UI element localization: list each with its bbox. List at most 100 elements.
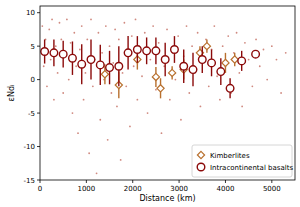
x-tick xyxy=(179,180,180,183)
point xyxy=(57,72,59,74)
point xyxy=(174,79,176,81)
point xyxy=(77,132,79,134)
point xyxy=(59,22,61,24)
point xyxy=(141,75,143,77)
point xyxy=(285,52,287,54)
point xyxy=(213,25,215,27)
point xyxy=(101,71,108,78)
point xyxy=(70,42,72,44)
point xyxy=(200,105,202,107)
point xyxy=(59,50,67,58)
point xyxy=(198,56,206,64)
point xyxy=(72,112,74,114)
chart: 010002000300040005000-15-10-50510Distanc… xyxy=(0,0,300,207)
x-tick xyxy=(271,180,272,183)
point xyxy=(231,56,238,63)
point xyxy=(123,22,125,24)
x-tick-label: 3000 xyxy=(170,185,188,193)
point xyxy=(116,105,118,107)
point xyxy=(135,18,137,20)
point xyxy=(143,47,151,55)
point xyxy=(208,85,210,87)
point xyxy=(166,29,168,31)
point xyxy=(87,56,95,64)
point xyxy=(122,72,124,74)
point xyxy=(90,18,92,20)
point xyxy=(158,42,160,44)
y-tick-label: -15 xyxy=(24,177,35,185)
point xyxy=(73,32,75,34)
point xyxy=(177,35,179,37)
point xyxy=(66,18,68,20)
point xyxy=(99,119,101,121)
point xyxy=(96,172,98,174)
point xyxy=(147,112,149,114)
point xyxy=(238,57,246,65)
point xyxy=(55,45,57,47)
y-tick-label: -5 xyxy=(28,110,35,118)
point xyxy=(75,65,77,67)
point xyxy=(129,126,131,128)
point xyxy=(217,68,225,76)
x-tick xyxy=(86,180,87,183)
point xyxy=(252,50,260,58)
x-tick-label: 0 xyxy=(38,185,42,193)
x-tick-label: 1000 xyxy=(77,185,95,193)
point xyxy=(115,62,123,70)
y-tick-label: -10 xyxy=(24,143,35,151)
y-tick-label: 10 xyxy=(26,9,35,17)
point xyxy=(79,49,81,51)
x-axis-label: Distance (km) xyxy=(139,194,195,203)
point xyxy=(180,62,188,70)
point xyxy=(169,99,171,101)
point xyxy=(186,25,188,27)
point xyxy=(69,54,77,62)
point xyxy=(155,89,157,91)
point xyxy=(144,32,146,34)
point xyxy=(136,99,138,101)
point xyxy=(41,25,43,27)
point xyxy=(111,92,113,94)
point xyxy=(180,119,182,121)
point xyxy=(271,45,273,47)
point xyxy=(189,66,197,74)
point xyxy=(169,69,176,76)
point xyxy=(236,32,238,34)
point xyxy=(222,59,229,66)
legend xyxy=(192,145,292,177)
x-tick-label: 2000 xyxy=(124,185,142,193)
x-tick-label: 4000 xyxy=(217,185,235,193)
point xyxy=(208,59,216,67)
point xyxy=(118,39,120,41)
point xyxy=(161,132,163,134)
point xyxy=(216,75,218,77)
y-tick xyxy=(37,12,40,13)
point xyxy=(133,65,135,67)
point xyxy=(157,85,164,92)
y-tick xyxy=(37,46,40,47)
point xyxy=(62,92,64,94)
point xyxy=(53,99,55,101)
point xyxy=(106,64,114,72)
point xyxy=(276,59,278,61)
point xyxy=(96,61,104,69)
point xyxy=(98,32,100,34)
point xyxy=(259,65,261,67)
point xyxy=(51,18,53,20)
point xyxy=(152,47,160,55)
point xyxy=(120,159,122,161)
frame xyxy=(40,6,295,180)
point xyxy=(92,85,94,87)
point xyxy=(248,59,250,61)
point xyxy=(197,32,199,34)
point xyxy=(48,29,50,31)
point xyxy=(109,45,111,47)
point xyxy=(280,92,282,94)
point xyxy=(86,39,88,41)
x-tick xyxy=(40,180,41,183)
point xyxy=(266,79,268,81)
point xyxy=(244,42,246,44)
x-tick xyxy=(132,180,133,183)
point xyxy=(263,49,265,51)
point xyxy=(68,79,70,81)
